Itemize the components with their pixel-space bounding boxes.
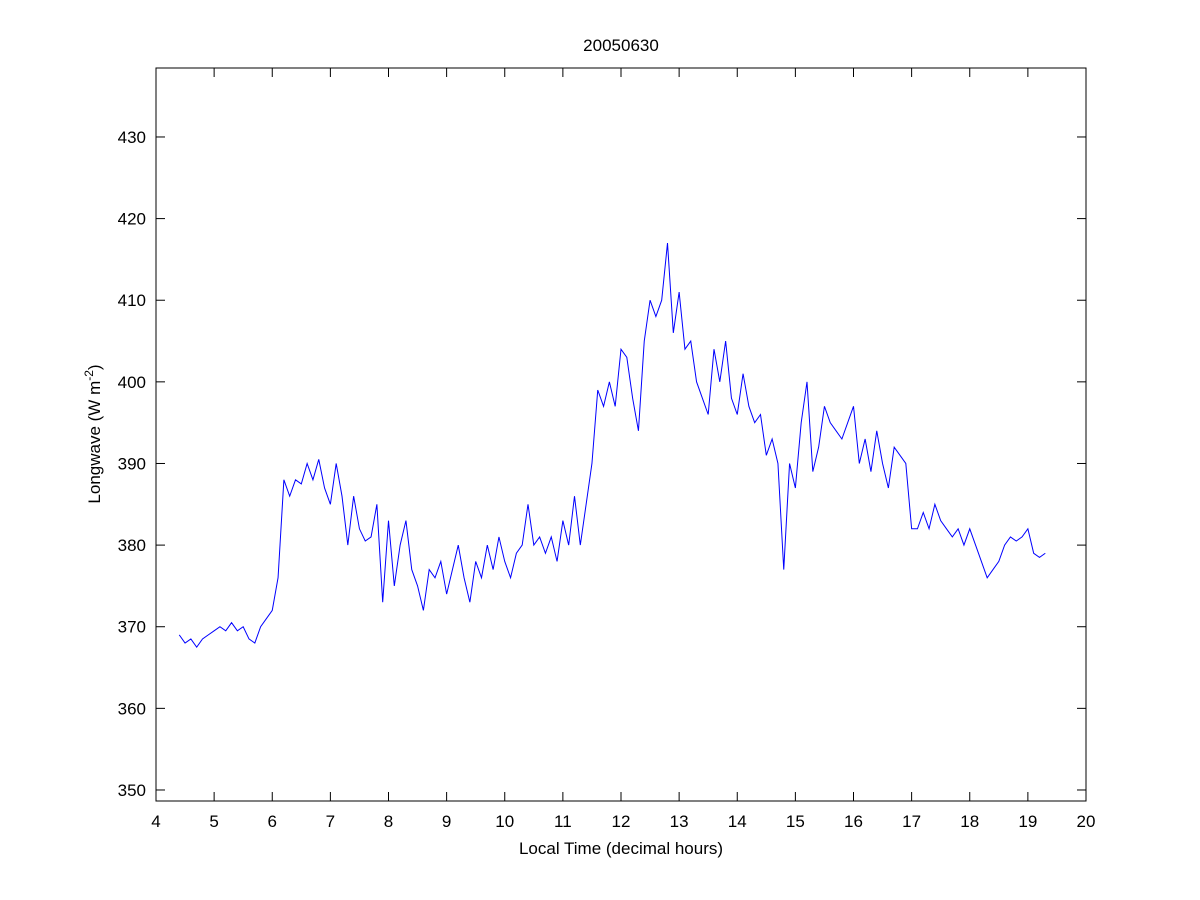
y-tick-label: 430 bbox=[118, 128, 146, 147]
x-tick-label: 9 bbox=[442, 812, 451, 831]
y-tick-label: 370 bbox=[118, 618, 146, 637]
x-tick-label: 20 bbox=[1077, 812, 1096, 831]
x-tick-label: 4 bbox=[151, 812, 160, 831]
y-tick-label: 390 bbox=[118, 454, 146, 473]
chart-title: 20050630 bbox=[583, 36, 659, 55]
x-tick-label: 5 bbox=[209, 812, 218, 831]
x-tick-label: 14 bbox=[728, 812, 747, 831]
x-tick-label: 17 bbox=[902, 812, 921, 831]
y-axis-label: Longwave (W m-2) bbox=[82, 364, 104, 503]
x-tick-label: 8 bbox=[384, 812, 393, 831]
data-line bbox=[178, 243, 1046, 649]
x-tick-label: 12 bbox=[612, 812, 631, 831]
x-tick-label: 6 bbox=[268, 812, 277, 831]
x-tick-label: 18 bbox=[960, 812, 979, 831]
y-tick-label: 410 bbox=[118, 291, 146, 310]
y-label-end: ) bbox=[85, 364, 104, 370]
x-tick-label: 7 bbox=[326, 812, 335, 831]
y-tick-label: 360 bbox=[118, 699, 146, 718]
y-label-sup: -2 bbox=[82, 370, 96, 381]
x-tick-label: 15 bbox=[786, 812, 805, 831]
y-tick-label: 400 bbox=[118, 373, 146, 392]
x-tick-label: 11 bbox=[554, 812, 572, 831]
x-tick-label: 19 bbox=[1018, 812, 1037, 831]
x-axis-label: Local Time (decimal hours) bbox=[519, 839, 723, 858]
y-tick-label: 380 bbox=[118, 536, 146, 555]
x-tick-label: 13 bbox=[670, 812, 689, 831]
plot-frame bbox=[155, 67, 1087, 802]
y-tick-label: 350 bbox=[118, 781, 146, 800]
y-label-text: Longwave (W m bbox=[85, 381, 104, 504]
x-tick-label: 16 bbox=[844, 812, 863, 831]
y-tick-label: 420 bbox=[118, 210, 146, 229]
x-tick-label: 10 bbox=[495, 812, 514, 831]
